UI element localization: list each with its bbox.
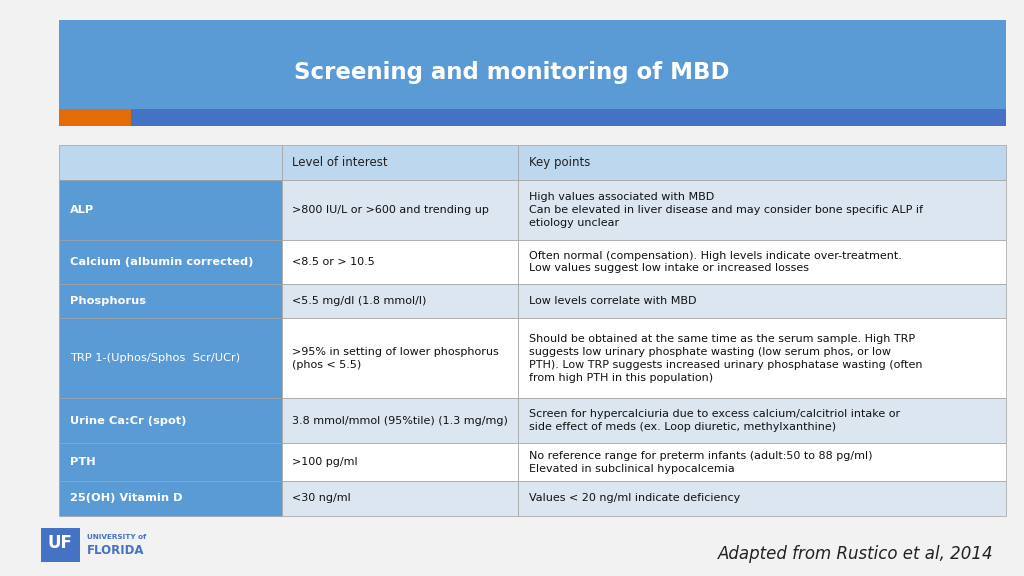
Bar	[518, 482, 1006, 516]
Bar	[282, 180, 518, 240]
Bar	[282, 482, 518, 516]
Bar	[282, 240, 518, 284]
Text: Often normal (compensation). High levels indicate over-treatment.
Low values sug: Often normal (compensation). High levels…	[528, 251, 901, 274]
Bar	[518, 444, 1006, 482]
Text: No reference range for preterm infants (adult:50 to 88 pg/ml)
Elevated in subcli: No reference range for preterm infants (…	[528, 451, 872, 473]
Text: UNIVERSITY of: UNIVERSITY of	[87, 535, 146, 540]
Text: Phosphorus: Phosphorus	[70, 297, 145, 306]
Text: TRP 1-(Uphos/Sphos  Scr/UCr): TRP 1-(Uphos/Sphos Scr/UCr)	[70, 353, 240, 363]
Bar	[282, 284, 518, 319]
Bar	[59, 20, 1006, 124]
Text: Key points: Key points	[528, 156, 590, 169]
Text: ALP: ALP	[70, 205, 94, 215]
Text: >100 pg/ml: >100 pg/ml	[292, 457, 357, 467]
Bar	[59, 482, 282, 516]
Text: Values < 20 ng/ml indicate deficiency: Values < 20 ng/ml indicate deficiency	[528, 494, 739, 503]
Bar	[59, 444, 282, 482]
Bar	[518, 180, 1006, 240]
Text: Low levels correlate with MBD: Low levels correlate with MBD	[528, 297, 696, 306]
Bar	[131, 109, 1006, 126]
Bar	[518, 145, 1006, 180]
Bar	[518, 398, 1006, 444]
Bar	[59, 109, 131, 126]
Bar	[282, 145, 518, 180]
Bar	[59, 398, 282, 444]
Bar	[282, 319, 518, 398]
Text: <30 ng/ml: <30 ng/ml	[292, 494, 351, 503]
Text: >95% in setting of lower phosphorus
(phos < 5.5): >95% in setting of lower phosphorus (pho…	[292, 347, 499, 370]
Text: Level of interest: Level of interest	[292, 156, 388, 169]
Text: Adapted from Rustico et al, 2014: Adapted from Rustico et al, 2014	[718, 545, 993, 563]
Text: High values associated with MBD
Can be elevated in liver disease and may conside: High values associated with MBD Can be e…	[528, 192, 923, 228]
Bar	[59, 284, 282, 319]
Text: Screen for hypercalciuria due to excess calcium/calcitriol intake or
side effect: Screen for hypercalciuria due to excess …	[528, 410, 900, 432]
Text: 3.8 mmol/mmol (95%tile) (1.3 mg/mg): 3.8 mmol/mmol (95%tile) (1.3 mg/mg)	[292, 416, 508, 426]
Text: Urine Ca:Cr (spot): Urine Ca:Cr (spot)	[70, 416, 186, 426]
Text: 25(OH) Vitamin D: 25(OH) Vitamin D	[70, 494, 182, 503]
Bar	[518, 284, 1006, 319]
Bar	[59, 319, 282, 398]
Text: <5.5 mg/dl (1.8 mmol/l): <5.5 mg/dl (1.8 mmol/l)	[292, 297, 426, 306]
Bar	[282, 444, 518, 482]
Text: <8.5 or > 10.5: <8.5 or > 10.5	[292, 257, 375, 267]
Text: Should be obtained at the same time as the serum sample. High TRP
suggests low u: Should be obtained at the same time as t…	[528, 334, 922, 382]
Bar	[41, 528, 80, 562]
Text: Screening and monitoring of MBD: Screening and monitoring of MBD	[294, 60, 730, 84]
Bar	[282, 398, 518, 444]
Bar	[59, 145, 282, 180]
Text: >800 IU/L or >600 and trending up: >800 IU/L or >600 and trending up	[292, 205, 488, 215]
Text: PTH: PTH	[70, 457, 95, 467]
Text: FLORIDA: FLORIDA	[87, 544, 144, 556]
Text: UF: UF	[48, 533, 73, 552]
Text: Calcium (albumin corrected): Calcium (albumin corrected)	[70, 257, 253, 267]
Bar	[59, 180, 282, 240]
Bar	[59, 240, 282, 284]
Bar	[518, 240, 1006, 284]
Bar	[518, 319, 1006, 398]
